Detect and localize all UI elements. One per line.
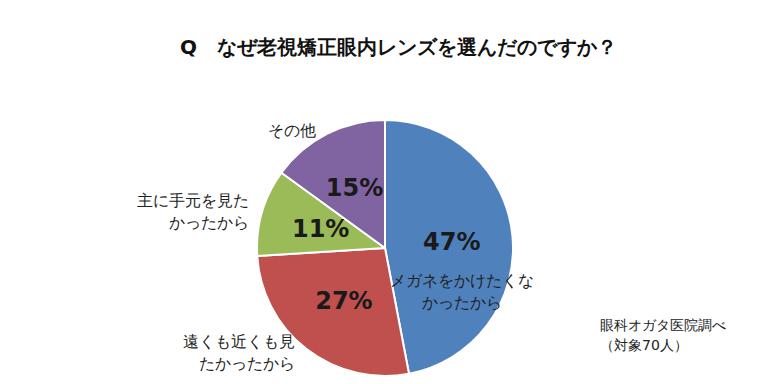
svg-text:たかったから: たかったから: [199, 354, 295, 373]
svg-text:かったから: かったから: [169, 213, 249, 232]
svg-text:眼科オガタ医院調べ: 眼科オガタ医院調べ: [600, 317, 726, 333]
svg-text:遠くも近くも見: 遠くも近くも見: [183, 332, 295, 351]
svg-text:15%: 15%: [326, 174, 383, 202]
svg-text:かったから: かったから: [422, 293, 502, 312]
svg-text:Q なぜ老視矯正眼内レンズを選んだのですか？: Q なぜ老視矯正眼内レンズを選んだのですか？: [180, 35, 617, 59]
svg-text:主に手元を見た: 主に手元を見た: [137, 191, 249, 210]
svg-text:その他: その他: [268, 121, 316, 140]
svg-text:メガネをかけたくな: メガネをかけたくな: [390, 271, 534, 290]
svg-text:47%: 47%: [423, 228, 480, 256]
svg-text:11%: 11%: [292, 215, 349, 243]
svg-text:27%: 27%: [315, 287, 372, 315]
svg-text:（対象70人）: （対象70人）: [600, 337, 688, 353]
